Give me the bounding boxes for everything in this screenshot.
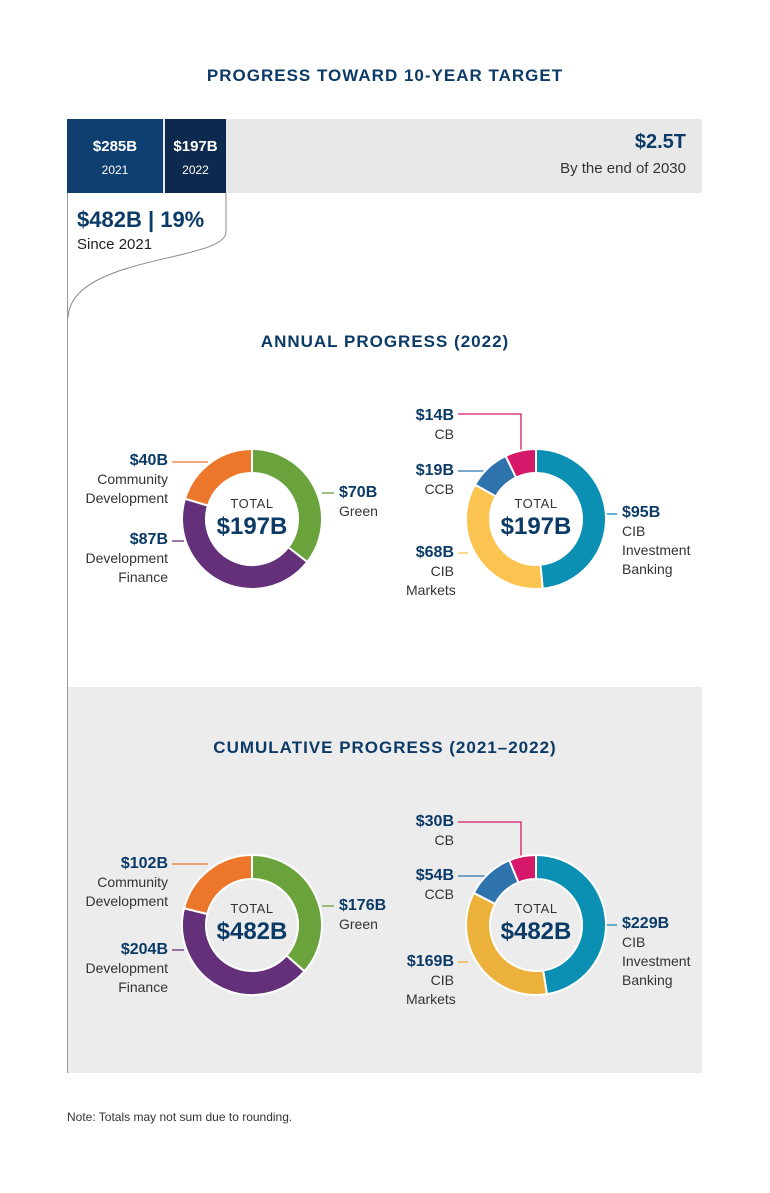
- label-cib-markets: $169B CIB Markets: [384, 952, 456, 1009]
- footnote: Note: Totals may not sum due to rounding…: [67, 1110, 293, 1124]
- segment-year: 2022: [182, 163, 209, 177]
- label-green: $176B Green: [339, 896, 419, 934]
- total-label: TOTAL: [230, 901, 274, 916]
- label-development-finance: $87B Development Finance: [60, 530, 169, 587]
- total-label: TOTAL: [514, 496, 558, 511]
- label-value: $95B: [622, 504, 661, 521]
- label-text: CIB Markets: [406, 563, 456, 598]
- label-green: $70B Green: [339, 483, 419, 521]
- annual-section-title: ANNUAL PROGRESS (2022): [260, 332, 510, 351]
- since-value: $482B | 19%: [77, 207, 205, 232]
- cumulative-section-title: CUMULATIVE PROGRESS (2021–2022): [213, 738, 557, 757]
- segment-value: $197B: [173, 138, 218, 155]
- label-cib-investment-banking: $229B CIB Investment Banking: [622, 914, 702, 990]
- label-value: $19B: [415, 462, 454, 479]
- bar-segment-2022: $197B 2022: [165, 119, 226, 193]
- label-text: Community Development: [85, 874, 169, 909]
- segment-year: 2021: [101, 163, 129, 177]
- label-value: $40B: [129, 452, 168, 469]
- label-value: $70B: [339, 484, 378, 501]
- leader-line: [458, 821, 522, 856]
- label-cb: $30B CB: [392, 812, 454, 850]
- donut-slice-cb: [504, 447, 537, 479]
- label-value: $54B: [415, 867, 454, 884]
- total-value: $197B: [216, 513, 288, 540]
- label-community-development: $102B Community Development: [60, 854, 169, 911]
- donut-center: TOTAL $482B: [481, 901, 591, 946]
- label-text: CCB: [424, 481, 454, 497]
- label-text: Green: [339, 503, 378, 519]
- label-value: $30B: [415, 813, 454, 830]
- donut-slice-community-development: [182, 853, 253, 916]
- leader-line: [458, 413, 522, 450]
- label-value: $14B: [415, 407, 454, 424]
- donut-slice-cib-markets: [465, 891, 549, 996]
- target-value: $2.5T: [634, 131, 686, 153]
- total-value: $482B: [216, 918, 288, 945]
- label-text: Development Finance: [85, 960, 169, 995]
- label-text: CIB Investment Banking: [622, 523, 691, 577]
- donut-slice-development-finance: [181, 497, 309, 590]
- label-cb: $14B CB: [392, 406, 454, 444]
- label-value: $169B: [406, 953, 454, 970]
- donut-center: TOTAL $482B: [197, 901, 307, 946]
- label-value: $176B: [339, 897, 387, 914]
- donut-cumulative-category: [181, 853, 323, 996]
- label-value: $102B: [120, 855, 168, 872]
- donut-slice-cib-investment-banking: [535, 853, 607, 996]
- label-text: CB: [434, 832, 454, 848]
- total-value: $197B: [500, 513, 572, 540]
- label-value: $68B: [415, 544, 454, 561]
- label-cib-investment-banking: $95B CIB Investment Banking: [622, 503, 702, 579]
- total-value: $482B: [500, 918, 572, 945]
- label-text: CB: [434, 426, 454, 442]
- label-ccb: $54B CCB: [392, 866, 454, 904]
- label-text: Community Development: [85, 471, 169, 506]
- label-value: $229B: [622, 915, 670, 932]
- label-text: CIB Markets: [406, 972, 456, 1007]
- label-development-finance: $204B Development Finance: [60, 940, 169, 997]
- label-value: $204B: [120, 941, 168, 958]
- bracket-line: [67, 193, 227, 319]
- label-ccb: $19B CCB: [392, 461, 454, 499]
- label-community-development: $40B Community Development: [60, 451, 169, 508]
- donut-annual-category: [181, 447, 323, 590]
- label-cib-markets: $68B CIB Markets: [384, 543, 456, 600]
- donut-slice-community-development: [183, 447, 253, 507]
- cumulative-panel: [67, 687, 702, 1073]
- donut-slice-green: [251, 853, 323, 973]
- total-label: TOTAL: [514, 901, 558, 916]
- total-label: TOTAL: [230, 496, 274, 511]
- donut-annual-business: [465, 447, 608, 590]
- since-label: Since 2021: [77, 236, 153, 253]
- segment-value: $285B: [92, 138, 138, 155]
- donut-slice-cb: [508, 853, 537, 884]
- donut-slice-development-finance: [181, 907, 306, 996]
- page-title: PROGRESS TOWARD 10-YEAR TARGET: [206, 66, 564, 85]
- target-label: By the end of 2030: [560, 160, 686, 177]
- donut-cumulative-business: [465, 853, 607, 996]
- donut-center: TOTAL $197B: [197, 496, 307, 541]
- label-text: Green: [339, 916, 378, 932]
- label-value: $87B: [129, 531, 168, 548]
- label-text: CCB: [424, 886, 454, 902]
- label-text: CIB Investment Banking: [622, 934, 691, 988]
- label-text: Development Finance: [85, 550, 169, 585]
- donut-slice-cib-investment-banking: [535, 447, 608, 590]
- donut-center: TOTAL $197B: [481, 496, 591, 541]
- bar-segment-2021: $285B 2021: [67, 119, 163, 193]
